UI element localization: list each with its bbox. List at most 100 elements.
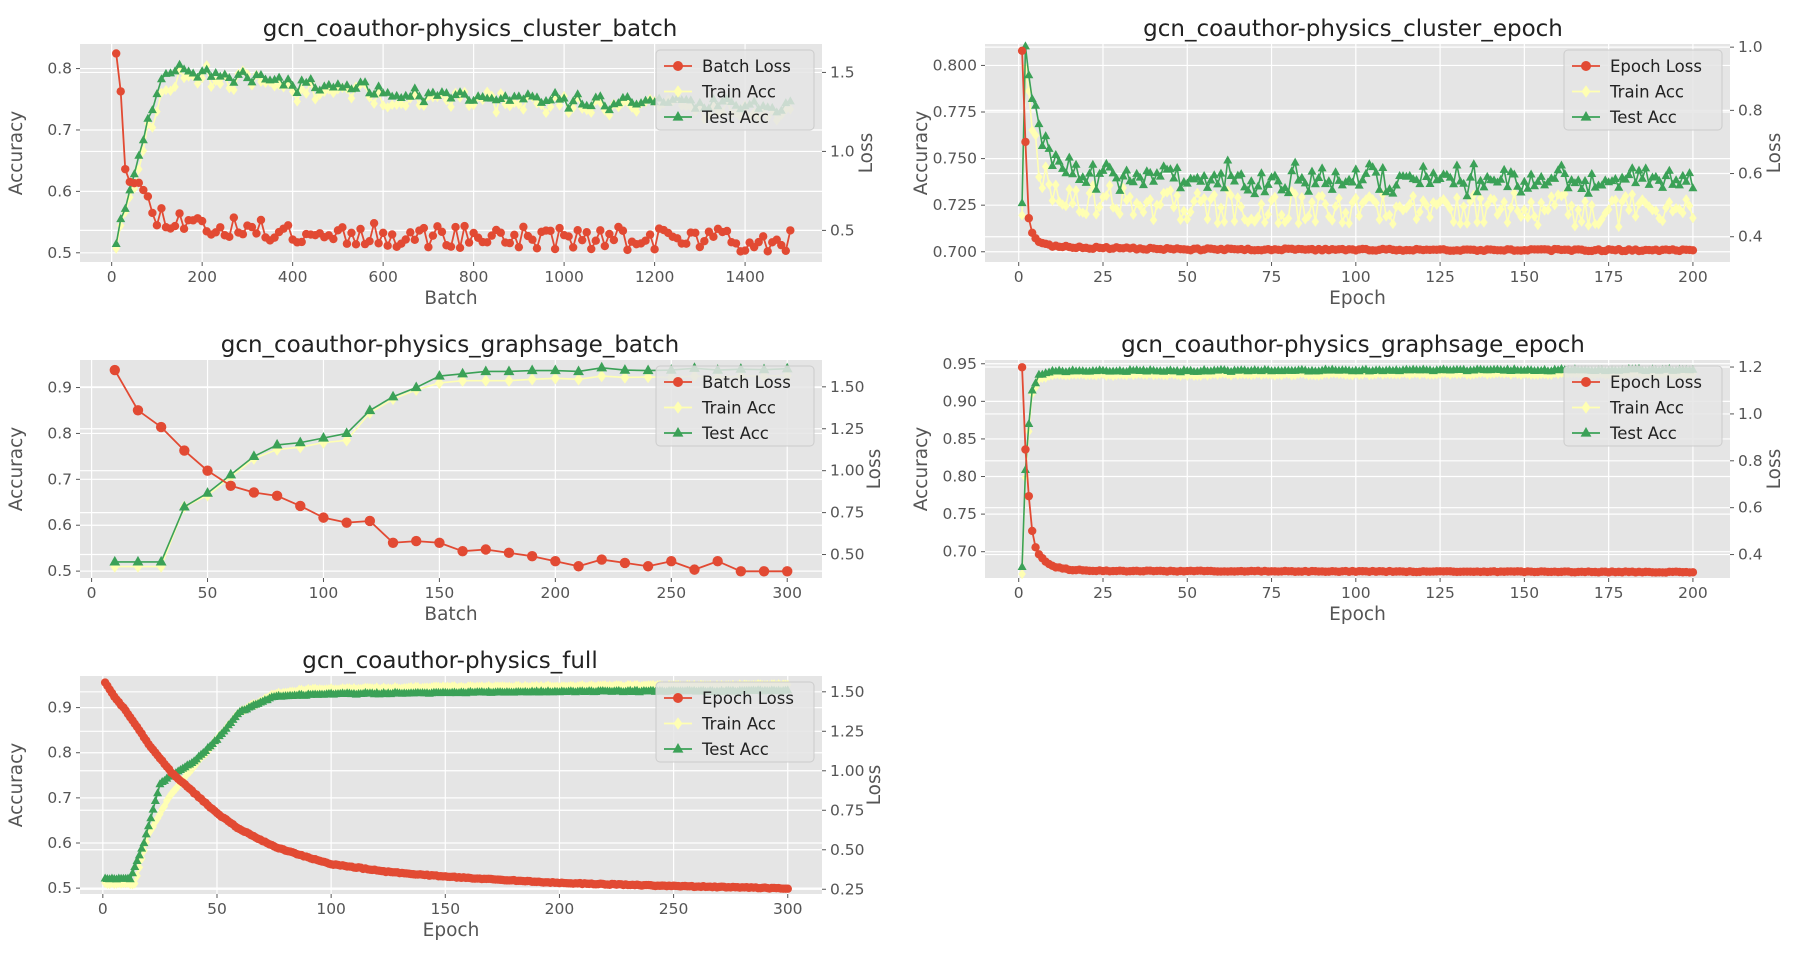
loss-series-point: [378, 228, 388, 238]
train-acc-series-point: [1530, 211, 1539, 222]
y2-axis-label: Loss: [1764, 133, 1785, 174]
x-axis-label: Epoch: [423, 920, 480, 941]
train-acc-series-point: [207, 81, 215, 92]
y2-tick-label: 1.50: [830, 683, 865, 701]
train-acc-series-point: [1058, 199, 1067, 210]
train-acc-series-point: [139, 145, 148, 156]
train-acc-series-point: [1338, 217, 1347, 228]
y-tick-label: 0.9: [47, 699, 72, 717]
train-acc-series-point: [1402, 203, 1411, 214]
train-acc-series-point: [1065, 183, 1074, 195]
test-acc-series-point: [1290, 157, 1300, 166]
test-acc-series-point: [505, 95, 515, 104]
x-tick-label: 300: [772, 584, 802, 602]
loss-series-point: [642, 561, 654, 572]
test-acc-series-point: [1644, 179, 1654, 188]
loss-series-point: [763, 247, 772, 256]
train-acc-series-point: [1126, 191, 1134, 203]
train-acc-series-point: [151, 816, 160, 827]
legend-marker: [673, 717, 683, 730]
train-acc-series-point: [519, 104, 528, 115]
test-acc-series-point: [1509, 169, 1519, 178]
test-acc-series-point: [1634, 165, 1644, 174]
test-acc-series-point: [229, 77, 239, 86]
train-acc-series-point: [1271, 191, 1279, 203]
test-acc-series-point: [1361, 168, 1371, 177]
test-acc-series-point: [1465, 172, 1475, 181]
test-acc-series-point: [271, 438, 283, 449]
x-tick-label: 25: [1093, 268, 1113, 286]
test-acc-series-point: [1034, 119, 1044, 128]
train-acc-series-point: [1244, 369, 1252, 380]
test-acc-series-point: [1597, 180, 1607, 189]
test-acc-series-point: [496, 93, 506, 102]
test-acc-series-point: [1058, 163, 1068, 172]
test-acc-series-point: [1385, 184, 1395, 193]
train-acc-series-point: [1588, 200, 1596, 211]
test-acc-series-point: [564, 103, 574, 112]
y2-tick-label: 1.0: [830, 142, 855, 160]
loss-series-point: [645, 230, 655, 239]
y2-tick-label: 0.8: [1738, 452, 1763, 470]
y-tick-label: 0.95: [942, 355, 977, 373]
test-acc-series-point: [1553, 165, 1563, 174]
test-acc-series-point: [1202, 182, 1212, 191]
train-acc-series-point: [162, 84, 170, 96]
train-acc-series-point: [1257, 198, 1266, 210]
train-acc-series-point: [1085, 187, 1094, 199]
y-tick-label: 0.8: [47, 744, 72, 762]
loss-series-point: [464, 238, 474, 247]
loss-series-point: [754, 237, 763, 247]
test-acc-series-point: [1499, 164, 1509, 173]
legend-label: Train Acc: [701, 715, 776, 734]
train-acc-series-point: [1294, 218, 1303, 229]
train-acc-series-point: [1041, 161, 1050, 172]
test-acc-series-point: [500, 91, 510, 100]
loss-series-point: [202, 465, 213, 476]
test-acc-series-point: [1374, 184, 1384, 193]
legend-label: Batch Loss: [702, 373, 791, 392]
test-acc-series-point: [1118, 171, 1128, 180]
train-acc-series-point: [181, 772, 189, 783]
test-acc-series-point: [622, 91, 632, 100]
train-acc-series-point: [1183, 214, 1192, 225]
test-acc-series-point: [1111, 173, 1121, 182]
train-acc-series-point: [1389, 218, 1397, 230]
test-acc-series-point: [514, 91, 524, 100]
subplot-cluster-epoch: gcn_coauthor-physics_cluster_epoch 0 25 50…: [911, 16, 1785, 309]
test-acc-series-point: [414, 91, 424, 100]
train-acc-series-point: [1325, 211, 1333, 222]
test-acc-series-point: [146, 813, 156, 822]
test-acc-series-point: [1169, 173, 1179, 182]
train-acc-series-point: [1035, 171, 1043, 183]
train-acc-series-point: [1550, 199, 1559, 211]
x-tick-label: 150: [1510, 268, 1540, 286]
legend-label: Batch Loss: [702, 57, 791, 76]
train-acc-series-point: [587, 107, 596, 118]
test-acc-series-point: [324, 79, 334, 88]
train-acc-series-point: [555, 100, 564, 111]
test-acc-series-point: [1155, 171, 1165, 180]
train-acc-series-point: [1561, 188, 1569, 200]
test-acc-series-point: [1351, 164, 1361, 173]
loss-series-point: [623, 245, 632, 255]
x-tick-label: 200: [1678, 584, 1708, 602]
train-acc-series-point: [1264, 209, 1272, 220]
loss-series-point: [582, 228, 591, 237]
loss-series-point: [758, 566, 770, 577]
train-acc-series-point: [1183, 370, 1192, 381]
train-acc-series-point: [1277, 370, 1286, 381]
train-acc-series-point: [1547, 191, 1556, 202]
train-acc-series-point: [1416, 206, 1424, 218]
train-acc-series-point: [1476, 193, 1485, 204]
y-tick-label: 0.75: [942, 505, 977, 523]
train-acc-series-point: [1446, 203, 1454, 215]
train-acc-series-point: [1227, 190, 1235, 201]
train-acc-series-point: [1055, 196, 1063, 207]
test-acc-series-point: [636, 98, 646, 107]
train-acc-series-point: [1567, 200, 1576, 211]
train-acc-series-point: [1665, 196, 1674, 208]
train-acc-series-point: [1601, 208, 1610, 219]
test-acc-series-point: [364, 404, 376, 415]
train-acc-series-point: [1325, 369, 1333, 380]
